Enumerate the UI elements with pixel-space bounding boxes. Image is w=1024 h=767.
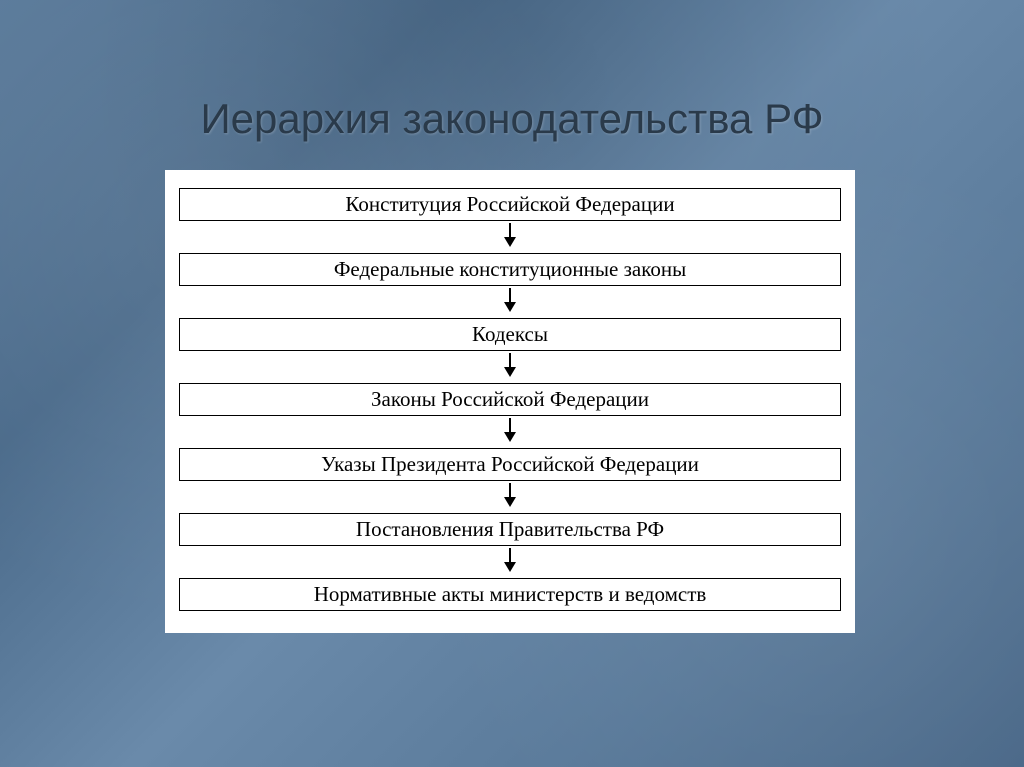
- arrow-2: [179, 353, 841, 381]
- hierarchy-node-3: Законы Российской Федерации: [179, 383, 841, 416]
- hierarchy-node-6: Нормативные акты министерств и ведомств: [179, 578, 841, 611]
- hierarchy-diagram: Конституция Российской Федерации Федерал…: [165, 170, 855, 633]
- hierarchy-node-4: Указы Президента Российской Федерации: [179, 448, 841, 481]
- hierarchy-node-0: Конституция Российской Федерации: [179, 188, 841, 221]
- arrow-4: [179, 483, 841, 511]
- hierarchy-node-2: Кодексы: [179, 318, 841, 351]
- slide-title: Иерархия законодательства РФ: [0, 95, 1024, 143]
- arrow-1: [179, 288, 841, 316]
- arrow-0: [179, 223, 841, 251]
- hierarchy-node-5: Постановления Правительства РФ: [179, 513, 841, 546]
- arrow-5: [179, 548, 841, 576]
- arrow-3: [179, 418, 841, 446]
- hierarchy-node-1: Федеральные конституционные законы: [179, 253, 841, 286]
